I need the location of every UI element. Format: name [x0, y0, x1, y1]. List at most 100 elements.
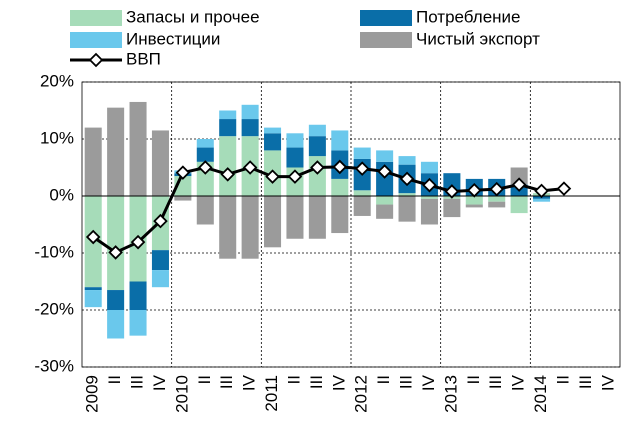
- bar: [533, 198, 551, 202]
- x-tick-label: II: [374, 375, 393, 384]
- x-tick-label: 2012: [352, 375, 371, 413]
- line-marker: [467, 183, 482, 198]
- bar: [465, 204, 483, 208]
- x-tick-label: 2011: [262, 375, 281, 412]
- bar: [465, 196, 483, 205]
- x-tick-label: II: [195, 375, 214, 384]
- x-tick-label: II: [464, 375, 483, 384]
- line-marker: [85, 229, 101, 245]
- bar: [510, 167, 528, 185]
- legend-swatch: [70, 10, 122, 26]
- y-tick-label: 10%: [40, 128, 74, 147]
- bar: [286, 147, 304, 168]
- bar: [420, 161, 438, 174]
- y-tick-label: -10%: [34, 242, 74, 261]
- legend-label: Запасы и прочее: [126, 7, 260, 26]
- x-tick-label: 2009: [83, 375, 102, 413]
- line-marker: [332, 159, 348, 175]
- bar: [353, 196, 371, 216]
- bar: [376, 204, 394, 219]
- x-tick-label: III: [576, 375, 595, 389]
- x-tick-label: IV: [150, 374, 169, 391]
- bar: [420, 198, 438, 225]
- line-marker: [287, 169, 303, 184]
- legend-swatch: [360, 10, 412, 26]
- bar: [353, 147, 371, 159]
- bar: [331, 196, 349, 234]
- bar: [264, 196, 282, 248]
- bar: [196, 139, 214, 148]
- bar: [308, 124, 326, 137]
- bar: [174, 196, 192, 201]
- legend-label: Инвестиции: [126, 29, 220, 48]
- legend-swatch: [360, 32, 412, 48]
- bar: [129, 101, 147, 196]
- x-tick-label: II: [105, 375, 124, 384]
- y-tick-label: -20%: [34, 299, 74, 318]
- line-marker: [444, 184, 460, 199]
- bar: [488, 201, 506, 208]
- line-marker: [175, 165, 191, 180]
- legend-label: Чистый экспорт: [416, 29, 540, 48]
- line-marker: [511, 177, 527, 192]
- bar: [398, 156, 416, 165]
- bar: [107, 107, 125, 196]
- bar: [443, 198, 461, 218]
- x-tick-label: IV: [509, 374, 528, 391]
- legend-swatch: [70, 32, 122, 48]
- legend-marker: [88, 52, 104, 68]
- line-marker: [534, 183, 549, 199]
- bar: [219, 119, 237, 137]
- bar: [84, 127, 102, 196]
- legend-label: Потребление: [416, 7, 521, 26]
- x-tick-label: II: [284, 375, 303, 384]
- legend-label: ВВП: [126, 49, 161, 68]
- bar: [241, 196, 259, 259]
- x-tick-label: 2010: [172, 375, 191, 413]
- line-marker: [153, 213, 168, 229]
- bar: [308, 196, 326, 239]
- line-marker: [489, 181, 504, 197]
- x-tick-label: IV: [598, 374, 617, 391]
- bar: [264, 133, 282, 151]
- bar: [84, 290, 102, 308]
- line-marker: [377, 164, 392, 179]
- x-tick-label: III: [486, 375, 505, 389]
- x-tick-label: IV: [240, 374, 259, 391]
- bar: [129, 310, 147, 336]
- bar: [107, 310, 125, 339]
- line-marker: [310, 160, 325, 175]
- x-tick-label: III: [128, 375, 147, 389]
- bar: [376, 196, 394, 205]
- x-tick-label: III: [217, 375, 236, 389]
- bar: [241, 119, 259, 137]
- y-tick-label: 0%: [49, 185, 74, 204]
- bar: [510, 196, 528, 214]
- bar: [219, 110, 237, 120]
- line-marker: [265, 169, 280, 184]
- bar: [331, 130, 349, 151]
- bar: [241, 104, 259, 120]
- line-marker: [354, 161, 370, 176]
- bar: [219, 136, 237, 196]
- line-marker: [108, 245, 123, 260]
- line-marker: [130, 234, 146, 250]
- x-tick-label: II: [553, 375, 572, 384]
- bar: [196, 147, 214, 162]
- bar: [107, 290, 125, 310]
- x-tick-label: IV: [419, 374, 438, 391]
- bar: [151, 250, 169, 271]
- line-marker: [242, 160, 258, 175]
- bar: [353, 190, 371, 196]
- bar: [331, 178, 349, 196]
- bar: [196, 196, 214, 225]
- line: [92, 165, 565, 255]
- x-tick-label: III: [397, 375, 416, 389]
- x-tick-label: 2014: [531, 375, 550, 413]
- bar: [398, 196, 416, 222]
- bar: [84, 287, 102, 291]
- y-tick-label: 20%: [40, 71, 74, 90]
- plot-frame: [81, 81, 621, 368]
- x-tick-label: IV: [329, 374, 348, 391]
